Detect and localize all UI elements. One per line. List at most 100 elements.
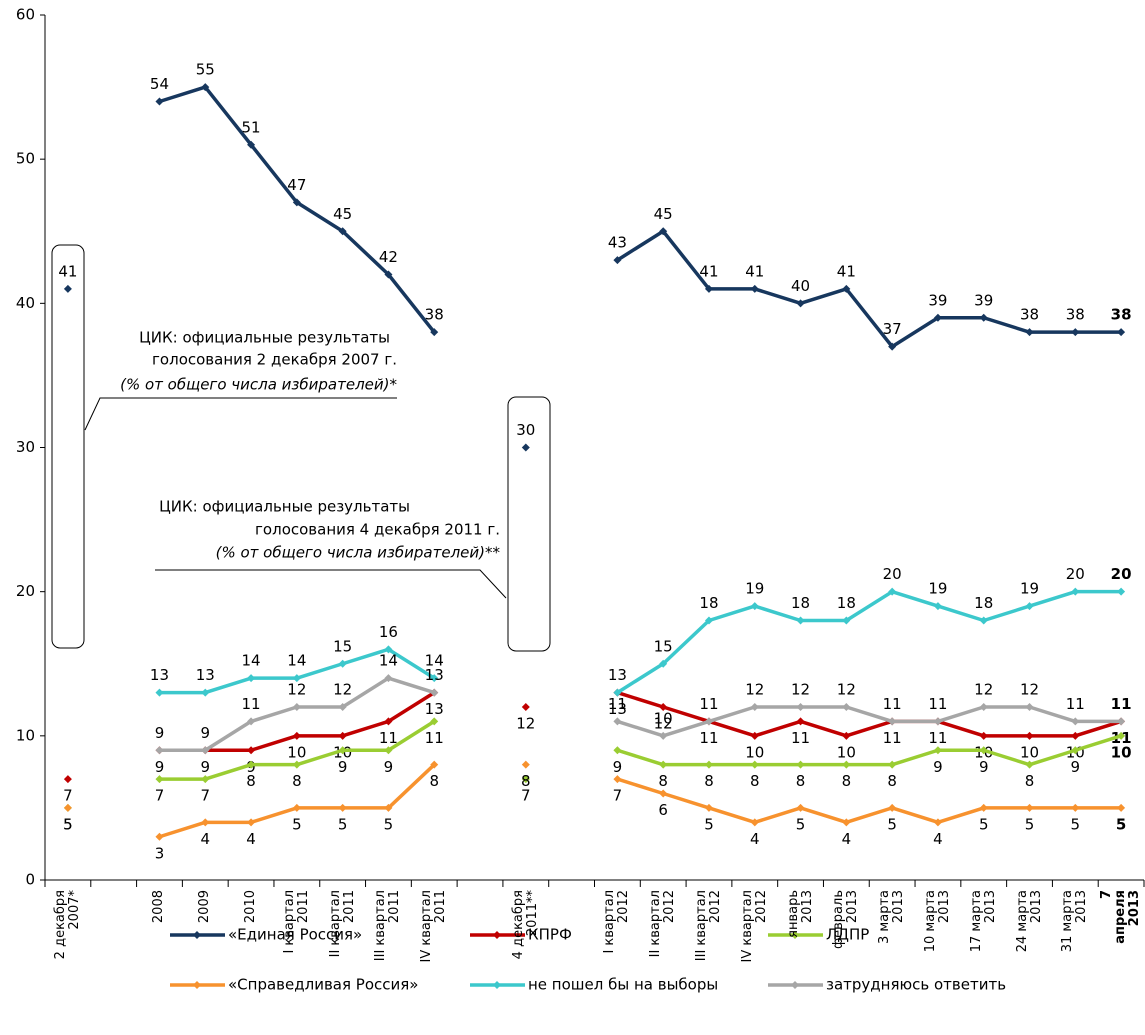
data-label: 9 (979, 758, 989, 776)
data-label: 9 (933, 758, 943, 776)
legend-marker (493, 981, 501, 989)
point (796, 299, 805, 308)
annotation: (% от общего числа избирателей)** (216, 544, 501, 562)
data-label: 11 (928, 695, 947, 713)
legend-label: не пошел бы на выборы (528, 976, 718, 994)
data-label: 10 (654, 709, 673, 727)
data-label: 41 (699, 262, 718, 280)
point (201, 688, 210, 697)
data-label: 11 (699, 695, 718, 713)
data-label: 13 (425, 700, 444, 718)
data-label: 30 (516, 421, 535, 439)
data-label: 38 (1066, 306, 1085, 324)
data-label: 4 (933, 830, 943, 848)
point (247, 760, 256, 769)
x-tick-label: 10 марта 2013 (922, 890, 952, 953)
x-tick-label: III квартал 2011 (373, 890, 403, 962)
point (750, 703, 759, 711)
legend-label: КПРФ (528, 926, 572, 944)
data-label: 19 (745, 580, 764, 598)
data-label: 38 (1111, 306, 1132, 324)
y-tick-label: 30 (16, 438, 35, 456)
data-label: 8 (658, 772, 668, 790)
x-tick-label: IV квартал 2011 (419, 890, 449, 963)
data-label: 9 (155, 758, 165, 776)
data-label: 9 (200, 724, 210, 742)
data-label: 7 (613, 787, 623, 805)
data-label: 7 (155, 787, 165, 805)
point (201, 746, 210, 755)
point (155, 775, 164, 784)
point (247, 674, 256, 683)
x-tick-label: II квартал 2011 (327, 890, 357, 958)
point (155, 97, 164, 106)
data-label: 12 (516, 715, 535, 733)
data-label: 13 (425, 666, 444, 684)
x-tick-label: январь 2013 (785, 890, 815, 938)
series-line (159, 690, 1122, 752)
point (384, 746, 393, 755)
data-label: 14 (242, 652, 261, 670)
data-label: 40 (791, 277, 810, 295)
x-tick-label: 2008 (151, 890, 167, 924)
point (430, 717, 439, 726)
data-label: 12 (791, 681, 810, 699)
point (201, 818, 210, 827)
point (155, 832, 164, 841)
data-label: 38 (425, 306, 444, 324)
point (1117, 803, 1126, 812)
data-label: 6 (658, 801, 668, 819)
data-label: 9 (200, 758, 210, 776)
point (979, 731, 988, 740)
point (979, 746, 988, 755)
data-label: 18 (837, 594, 856, 612)
data-label: 41 (837, 262, 856, 280)
point (384, 270, 393, 279)
point (842, 731, 851, 740)
data-label: 4 (200, 830, 210, 848)
data-label: 12 (974, 681, 993, 699)
leader (155, 569, 507, 599)
data-label: 5 (796, 815, 806, 833)
point (521, 775, 530, 784)
point (521, 443, 530, 452)
data-label: 4 (842, 830, 852, 848)
point (842, 616, 851, 625)
data-label: 20 (883, 565, 902, 583)
x-tick-label: I квартал 2012 (602, 890, 632, 954)
point (750, 731, 759, 740)
data-label: 10 (837, 743, 856, 761)
point (659, 789, 668, 798)
data-label: 11 (883, 695, 902, 713)
point (384, 803, 393, 812)
point (247, 818, 256, 827)
x-tick-label: 2010 (243, 890, 259, 924)
data-label: 5 (292, 815, 302, 833)
y-tick-label: 50 (16, 150, 35, 168)
data-label: 4 (246, 830, 256, 848)
point (292, 674, 301, 683)
data-label: 8 (521, 772, 531, 790)
point (750, 284, 759, 293)
point (704, 284, 713, 293)
point (521, 760, 530, 769)
data-label: 12 (1020, 681, 1039, 699)
point (659, 703, 668, 711)
point (338, 227, 347, 236)
point (1117, 587, 1126, 596)
data-label: 38 (1020, 306, 1039, 324)
point (292, 803, 301, 812)
point (521, 703, 530, 711)
data-label: 9 (1071, 758, 1081, 776)
point (888, 760, 897, 769)
data-label: 11 (242, 695, 261, 713)
point (796, 616, 805, 625)
point (933, 717, 942, 726)
point (704, 717, 713, 726)
data-label: 51 (242, 118, 261, 136)
data-label: 8 (429, 772, 439, 790)
point (201, 775, 210, 784)
data-label: 8 (246, 772, 256, 790)
data-label: 9 (613, 758, 623, 776)
